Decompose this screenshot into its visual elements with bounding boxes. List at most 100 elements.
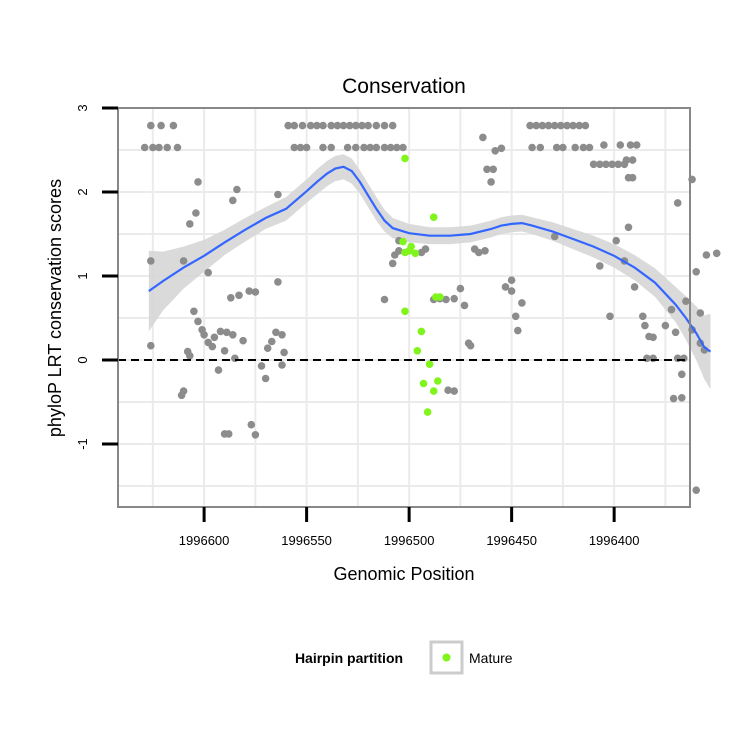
point-mature bbox=[425, 360, 434, 369]
point-other bbox=[352, 121, 360, 130]
point-other bbox=[450, 387, 459, 395]
point-other bbox=[358, 121, 366, 130]
point-other bbox=[296, 143, 305, 152]
point-other bbox=[149, 143, 157, 152]
point-other bbox=[661, 321, 670, 330]
point-other bbox=[466, 341, 475, 350]
point-mature bbox=[417, 327, 426, 336]
point-other bbox=[364, 121, 372, 130]
point-other bbox=[581, 121, 590, 130]
point-other bbox=[298, 121, 307, 130]
point-mature bbox=[429, 387, 438, 395]
point-other bbox=[596, 262, 604, 270]
point-other bbox=[630, 283, 639, 291]
point-other bbox=[380, 143, 389, 152]
point-mature bbox=[401, 154, 409, 163]
point-mature bbox=[419, 379, 428, 388]
point-other bbox=[614, 160, 622, 169]
point-other bbox=[589, 160, 598, 169]
confidence-band bbox=[148, 154, 711, 390]
point-other bbox=[247, 420, 256, 429]
y-axis-label: phyloP LRT conservation scores bbox=[45, 179, 65, 437]
point-other bbox=[673, 199, 682, 207]
point-other bbox=[557, 121, 565, 130]
point-other bbox=[183, 347, 192, 356]
chart-title: Conservation bbox=[342, 75, 466, 98]
point-other bbox=[528, 143, 536, 152]
point-other bbox=[261, 374, 270, 383]
point-other bbox=[194, 178, 202, 186]
point-other bbox=[671, 328, 680, 337]
point-other bbox=[563, 121, 571, 130]
point-other bbox=[497, 144, 506, 153]
point-other bbox=[210, 333, 219, 342]
point-other bbox=[227, 294, 235, 302]
point-other bbox=[157, 121, 165, 130]
point-other bbox=[552, 143, 561, 152]
point-other bbox=[235, 291, 243, 300]
point-other bbox=[251, 431, 260, 439]
point-other bbox=[290, 143, 299, 152]
point-other bbox=[682, 297, 690, 306]
point-other bbox=[639, 312, 647, 321]
point-other bbox=[190, 307, 198, 316]
point-other bbox=[333, 121, 342, 130]
point-other bbox=[393, 143, 401, 152]
point-other bbox=[544, 121, 553, 130]
x-tick-label: 1996550 bbox=[281, 533, 332, 548]
point-mature bbox=[423, 408, 432, 416]
point-other bbox=[208, 342, 217, 351]
point-other bbox=[608, 160, 616, 169]
point-other bbox=[257, 362, 266, 370]
point-other bbox=[200, 331, 208, 339]
point-other bbox=[518, 299, 526, 307]
point-other bbox=[352, 143, 360, 152]
point-other bbox=[532, 121, 540, 130]
point-other bbox=[579, 143, 588, 152]
point-other bbox=[399, 143, 407, 152]
point-other bbox=[278, 331, 286, 339]
point-other bbox=[628, 156, 637, 164]
point-other bbox=[319, 143, 327, 152]
point-other bbox=[536, 143, 545, 152]
point-other bbox=[179, 257, 188, 265]
point-other bbox=[487, 178, 495, 186]
x-tick-label: 1996400 bbox=[589, 533, 640, 548]
point-other bbox=[251, 288, 260, 296]
point-other bbox=[192, 209, 200, 217]
point-other bbox=[319, 121, 327, 130]
point-other bbox=[514, 326, 522, 335]
point-other bbox=[360, 143, 368, 152]
point-other bbox=[491, 147, 500, 155]
point-other bbox=[372, 143, 381, 152]
point-other bbox=[274, 190, 282, 199]
point-other bbox=[442, 295, 450, 304]
point-other bbox=[306, 121, 315, 130]
point-other bbox=[501, 283, 510, 291]
point-other bbox=[194, 317, 202, 326]
point-other bbox=[667, 305, 676, 314]
point-other bbox=[511, 312, 520, 321]
point-other bbox=[622, 156, 631, 164]
point-other bbox=[163, 143, 171, 152]
point-other bbox=[372, 121, 381, 130]
point-other bbox=[339, 121, 348, 130]
point-other bbox=[692, 268, 700, 276]
point-other bbox=[327, 143, 336, 152]
point-other bbox=[239, 336, 247, 345]
point-other bbox=[612, 236, 620, 245]
x-tick-label: 1996450 bbox=[486, 533, 537, 548]
point-other bbox=[626, 141, 635, 149]
point-other bbox=[678, 370, 686, 379]
point-other bbox=[140, 143, 149, 152]
point-other bbox=[395, 247, 403, 255]
legend-key-box bbox=[429, 640, 464, 675]
point-other bbox=[628, 173, 637, 182]
point-other bbox=[585, 143, 594, 152]
x-tick-label: 1996600 bbox=[179, 533, 230, 548]
point-other bbox=[559, 143, 567, 152]
point-mature bbox=[401, 307, 409, 316]
point-other bbox=[678, 394, 686, 402]
